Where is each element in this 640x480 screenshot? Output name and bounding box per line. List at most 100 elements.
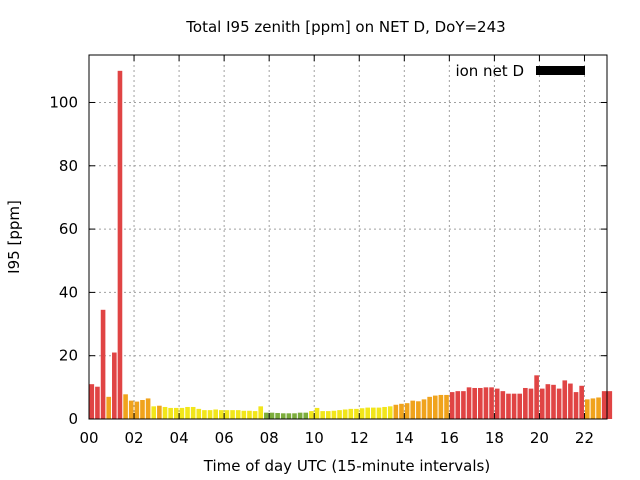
legend: ion net D [455,62,585,80]
y-tick-label: 60 [59,220,78,238]
bar [219,410,224,419]
bar [376,407,382,419]
bar [269,412,275,419]
y-tick-label: 40 [59,283,78,301]
bar [100,309,106,419]
bar [207,410,213,419]
bar [427,396,432,419]
x-tick-label: 12 [350,429,369,447]
bar [157,405,162,419]
x-tick-label: 08 [260,429,279,447]
x-axis-title: Time of day UTC (15-minute intervals) [203,457,490,475]
bar [89,384,95,419]
bar [483,387,489,419]
bar [523,387,528,419]
bar [478,387,483,419]
bar [410,400,416,419]
bar [297,412,303,419]
bar [506,393,511,419]
bar [494,388,500,419]
bar [556,388,562,419]
bar [303,412,309,419]
bar [320,411,325,419]
grid [89,55,607,419]
x-tick-label: 14 [395,429,414,447]
bar [489,387,494,419]
y-axis-title: I95 [ppm] [5,200,23,274]
bar [539,388,545,419]
bar [387,406,393,419]
bar [134,401,140,419]
bar [472,387,477,419]
y-tick-label: 20 [59,347,78,365]
bar [128,400,134,419]
y-tick-label: 80 [59,157,78,175]
bar [511,393,517,419]
bar [286,413,292,419]
bar [461,391,466,419]
plot-frame [88,54,608,420]
bar [151,406,157,419]
bar [500,391,506,419]
bar [145,398,151,419]
legend-swatch [536,66,585,75]
bar [331,410,337,419]
bar [314,407,320,419]
bar [264,412,269,419]
bar [551,384,556,419]
bar [292,413,297,419]
y-tick-label: 100 [49,93,78,111]
bar [252,411,258,419]
bar [354,408,359,419]
bar [534,375,539,419]
bar [196,408,202,419]
tick-labels: 0 20 40 60 80 100 00 02 04 06 08 10 12 14 16 18 20 22 [49,93,594,447]
bar [404,403,410,419]
x-tick-label: 02 [124,429,143,447]
bar [584,399,590,419]
bar [421,399,427,419]
bar [168,407,173,419]
bar [371,407,376,419]
bar [337,410,342,419]
bar [106,396,112,419]
bar [162,406,168,419]
bar [280,413,286,419]
chart-title: Total I95 zenith [ppm] on NET D, DoY=243 [185,18,505,36]
bar [601,391,607,419]
x-tick-label: 06 [215,429,234,447]
x-tick-label: 00 [79,429,98,447]
bar [185,406,190,419]
bar [275,412,280,419]
x-tick-label: 22 [575,429,594,447]
bar [365,407,371,419]
bar [416,401,421,419]
bar [545,384,551,419]
bar [235,410,241,419]
bar [258,406,264,419]
bar [190,406,196,419]
y-tick-label: 0 [68,410,78,428]
bar [173,407,179,419]
bar [466,387,472,419]
bar [95,386,100,419]
bars [89,70,613,420]
legend-label: ion net D [455,62,524,80]
bar [455,391,461,419]
bar [309,411,314,419]
bar [568,383,573,419]
bar [123,394,128,419]
bar [596,397,601,419]
bar [112,352,117,419]
bar [438,394,444,419]
bar [517,393,523,419]
bar [117,70,123,420]
bar [325,411,331,419]
bar [590,398,596,419]
bar [140,400,145,419]
bar [213,409,218,419]
bar [449,392,455,419]
bar [444,394,449,419]
x-tick-label: 10 [305,429,324,447]
